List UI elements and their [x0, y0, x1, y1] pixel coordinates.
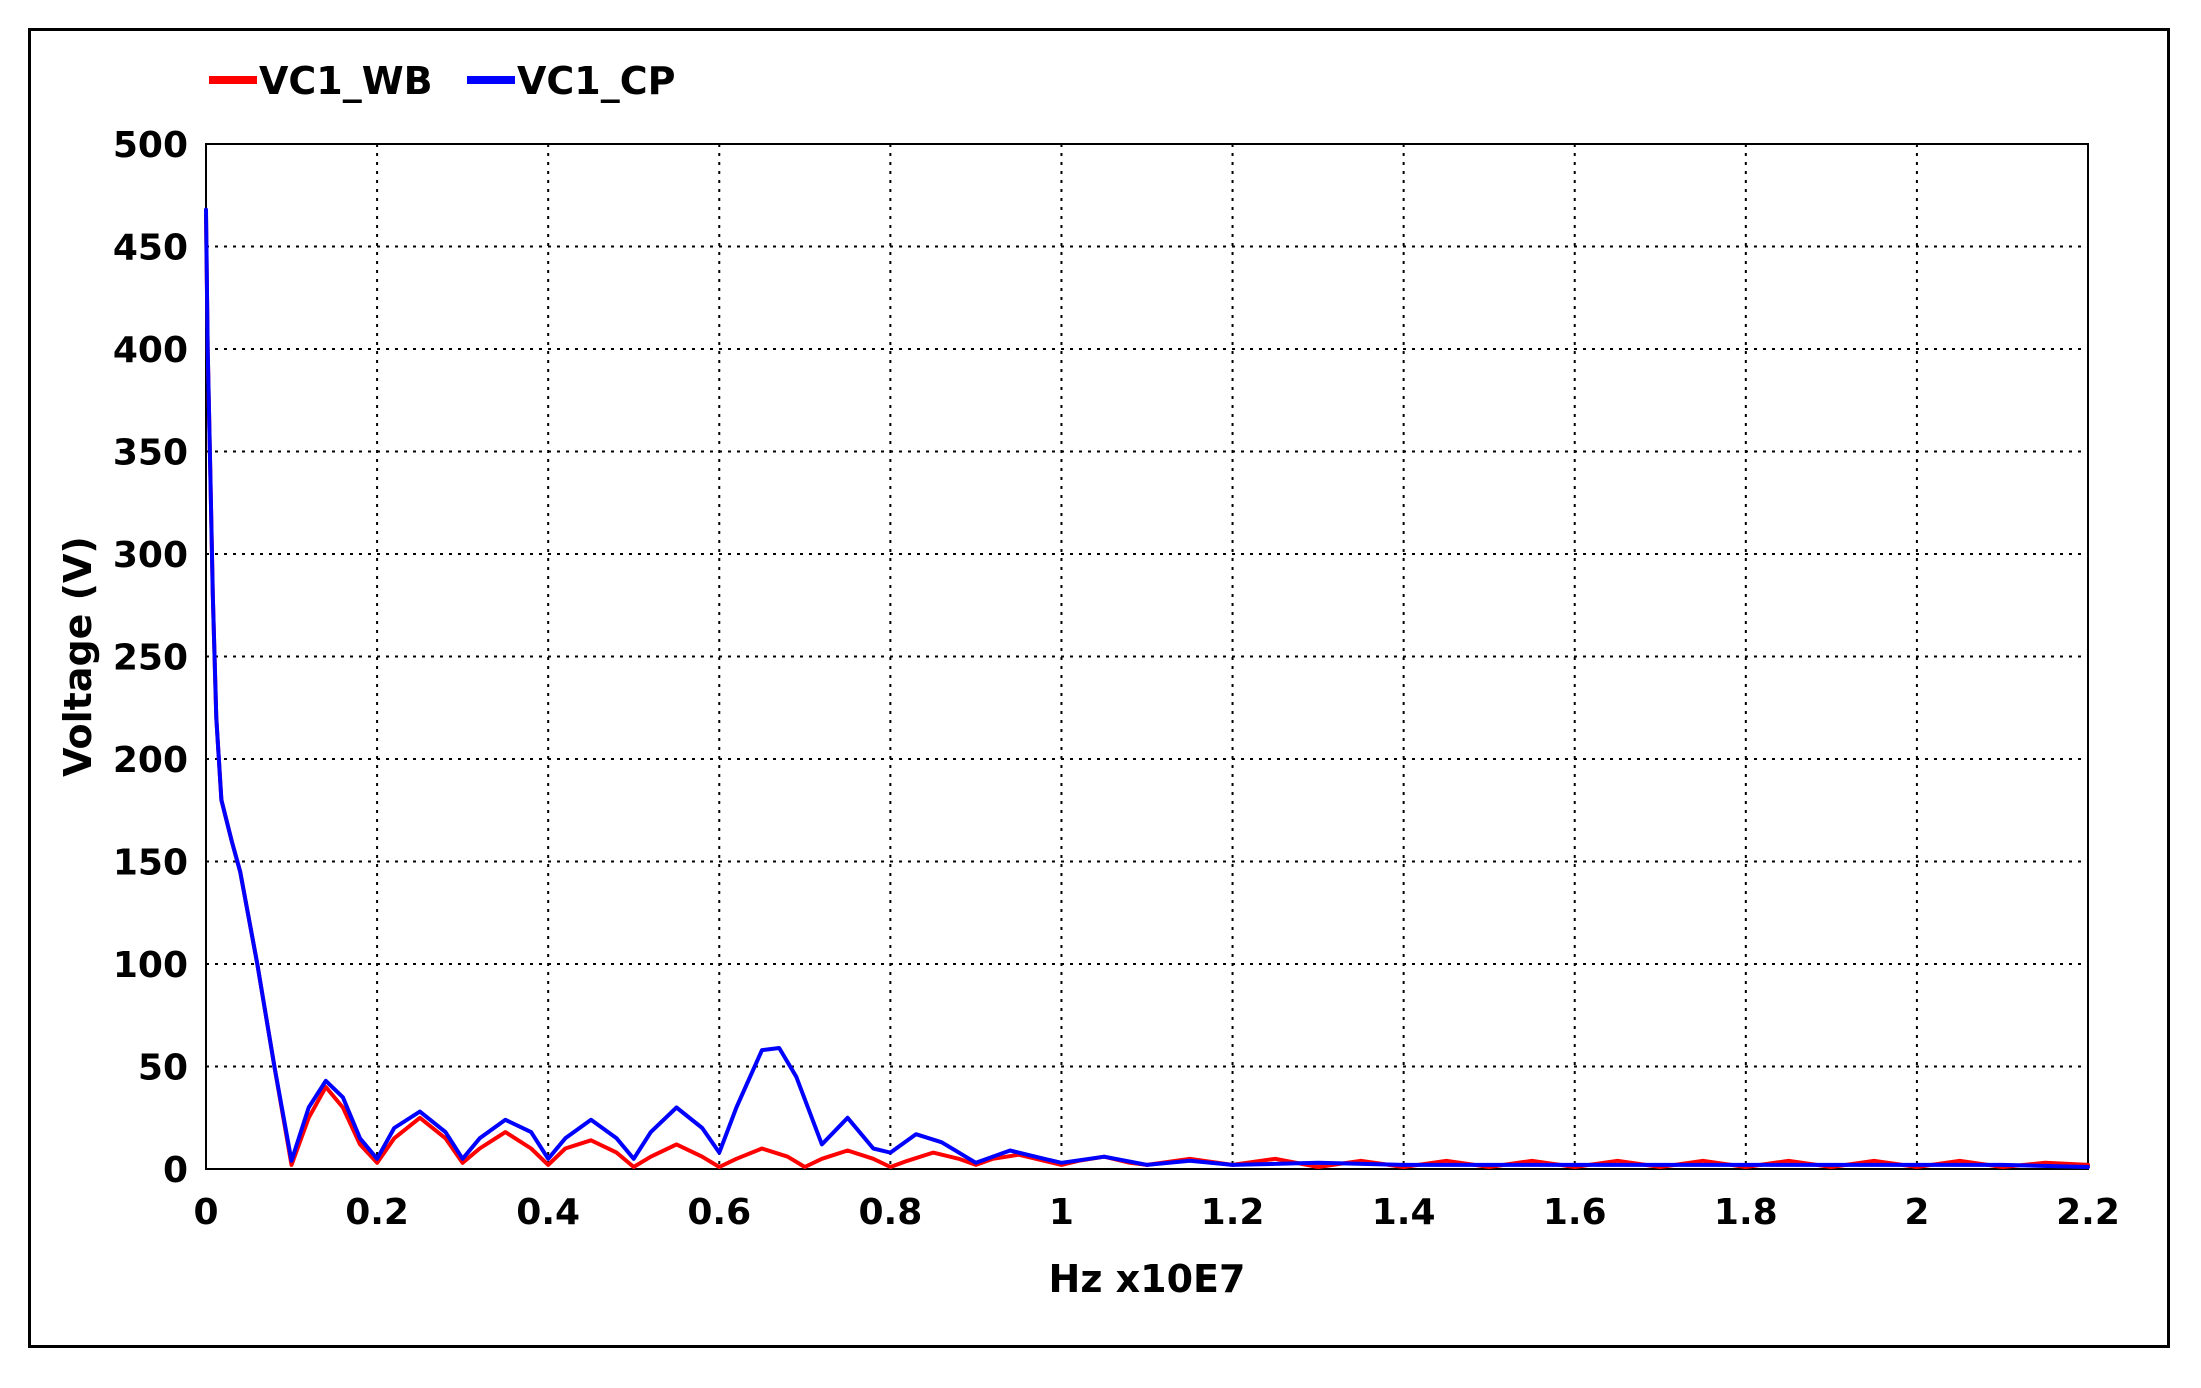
legend-label-vc1-wb: VC1_WB — [259, 59, 433, 103]
y-axis-ticks: 0 50 100 150 200 250 300 350 400 450 500 — [113, 125, 188, 1191]
y-tick-label: 50 — [138, 1048, 188, 1089]
y-tick-label: 150 — [113, 843, 188, 884]
x-tick-label: 1 — [1049, 1192, 1074, 1233]
x-tick-label: 0.6 — [687, 1192, 751, 1233]
x-tick-label: 0 — [193, 1192, 218, 1233]
voltage-spectrum-chart: 0 0.2 0.4 0.6 0.8 1 1.2 1.4 1.6 1.8 2 2.2 0 50 100 150… — [56, 59, 2120, 1301]
series-line-vc1-wb — [204, 213, 2090, 1169]
y-tick-label: 100 — [113, 945, 188, 986]
y-tick-label: 350 — [113, 433, 188, 474]
x-tick-label: 0.8 — [858, 1192, 922, 1233]
y-tick-label: 450 — [113, 228, 188, 269]
y-tick-label: 200 — [113, 740, 188, 781]
x-axis-ticks: 0 0.2 0.4 0.6 0.8 1 1.2 1.4 1.6 1.8 2 2.2 — [193, 1192, 2119, 1233]
y-tick-label: 300 — [113, 535, 188, 576]
y-tick-label: 500 — [113, 125, 188, 166]
y-tick-label: 400 — [113, 330, 188, 371]
chart-frame: 0 0.2 0.4 0.6 0.8 1 1.2 1.4 1.6 1.8 2 2.2 0 50 100 150… — [28, 28, 2170, 1348]
y-axis-label: Voltage (V) — [56, 536, 100, 777]
x-tick-label: 0.2 — [345, 1192, 409, 1233]
x-tick-label: 0.4 — [516, 1192, 580, 1233]
x-axis-label: Hz x10E7 — [1049, 1257, 1246, 1301]
series-line-vc1-cp — [204, 207, 2090, 1169]
series-lines — [204, 207, 2090, 1169]
legend: VC1_WB VC1_CP — [209, 59, 675, 103]
grid — [206, 144, 2088, 1169]
y-tick-label: 250 — [113, 638, 188, 679]
y-tick-label: 0 — [163, 1150, 188, 1191]
x-tick-label: 2 — [1904, 1192, 1929, 1233]
plot-area — [205, 143, 2089, 1170]
x-tick-label: 1.6 — [1543, 1192, 1607, 1233]
x-tick-label: 1.2 — [1201, 1192, 1265, 1233]
x-tick-label: 2.2 — [2056, 1192, 2120, 1233]
legend-label-vc1-cp: VC1_CP — [517, 59, 675, 103]
x-tick-label: 1.4 — [1372, 1192, 1436, 1233]
x-tick-label: 1.8 — [1714, 1192, 1778, 1233]
